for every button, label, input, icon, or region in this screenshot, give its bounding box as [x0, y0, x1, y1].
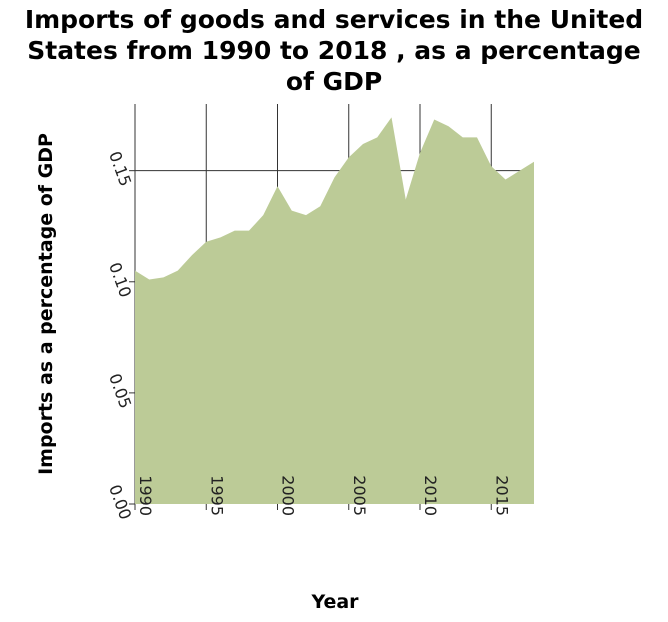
chart-title: Imports of goods and services in the Uni… — [0, 4, 668, 97]
imports-area — [135, 117, 534, 504]
x-tick-label-1990: 1990 — [136, 475, 155, 516]
x-tick-label-2015: 2015 — [492, 475, 511, 516]
chart-title-line-2: States from 1990 to 2018 , as a percenta… — [27, 36, 641, 65]
x-tick-label-2010: 2010 — [421, 475, 440, 516]
y-tick-label-0.05: 0.05 — [105, 371, 135, 411]
y-tick-label-0.00: 0.00 — [105, 482, 135, 522]
y-axis-label: Imports as a percentage of GDP — [35, 133, 57, 475]
x-tick-label-2005: 2005 — [350, 475, 369, 516]
x-axis-ticks: 1990 1995 2000 2005 2010 2015 — [134, 475, 511, 516]
x-tick-label-2000: 2000 — [279, 475, 298, 516]
y-tick-label-0.15: 0.15 — [105, 149, 135, 189]
y-axis-ticks: 0.00 0.05 0.10 0.15 — [105, 149, 135, 522]
chart-title-line-3: of GDP — [285, 67, 383, 96]
chart-title-line-1: Imports of goods and services in the Uni… — [24, 5, 644, 34]
x-axis-label: Year — [310, 591, 359, 613]
x-tick-label-1995: 1995 — [207, 475, 226, 516]
y-tick-label-0.10: 0.10 — [105, 260, 135, 300]
